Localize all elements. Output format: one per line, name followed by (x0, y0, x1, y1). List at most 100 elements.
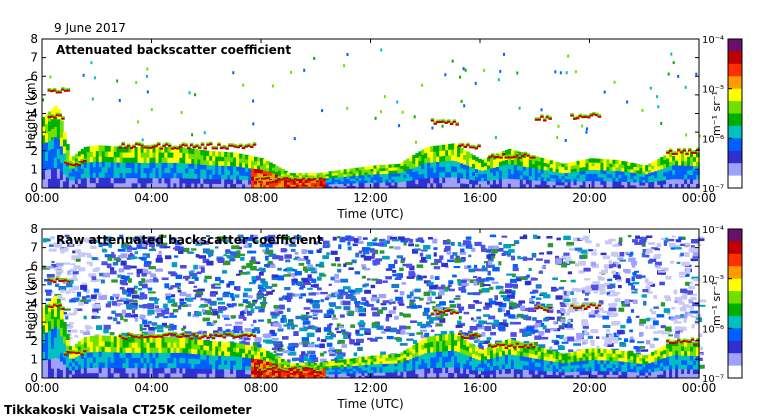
x-tick-label: 08:00 (244, 191, 279, 205)
aerosol-cell (504, 183, 509, 189)
colorbar-segment (728, 145, 742, 149)
aerosol-cell (460, 162, 464, 169)
sparse-echo (451, 59, 454, 63)
aerosol-cell (143, 182, 148, 189)
aerosol-cell (74, 183, 79, 189)
noise-cell (132, 304, 136, 308)
aerosol-cell (591, 180, 596, 185)
aerosol-cell (104, 182, 109, 189)
noise-cell (698, 238, 705, 241)
noise-cell (170, 237, 177, 241)
aerosol-cell (654, 163, 658, 168)
noise-cell (195, 311, 202, 316)
aerosol-cell (334, 183, 339, 187)
aerosol-cell (424, 147, 429, 154)
noise-cell (674, 318, 678, 324)
aerosol-cell (639, 170, 644, 174)
noise-cell (372, 242, 377, 246)
sparse-echo (494, 136, 497, 140)
noise-cell (544, 259, 550, 264)
cloud-core-cell (441, 120, 446, 123)
aerosol-cell (146, 162, 151, 168)
aerosol-cell (280, 169, 285, 172)
aerosol-cell (257, 184, 261, 189)
noise-cell (278, 311, 284, 314)
aerosol-cell (215, 165, 219, 171)
noise-cell (453, 266, 461, 269)
aerosol-cell (116, 151, 121, 158)
aerosol-cell (657, 169, 661, 174)
noise-cell (57, 294, 63, 300)
noise-cell (399, 267, 404, 271)
aerosol-cell (212, 178, 216, 184)
noise-cell (315, 327, 321, 333)
aerosol-cell (289, 186, 294, 189)
cloud-core-cell (302, 177, 306, 180)
cloud-core-cell (137, 143, 142, 146)
noise-cell (213, 286, 221, 289)
aerosol-cell (606, 166, 611, 171)
noise-cell (121, 332, 129, 337)
aerosol-cell (424, 177, 429, 184)
noise-cell (323, 327, 332, 332)
aerosol-cell (684, 160, 688, 166)
noise-cell (560, 308, 565, 312)
aerosol-cell (51, 338, 55, 349)
aerosol-cell (298, 180, 303, 183)
aerosol-cell (600, 180, 605, 185)
noise-cell (158, 250, 162, 254)
cloud-core-cell (47, 116, 51, 119)
noise-cell (356, 306, 363, 309)
aerosol-cell (463, 183, 467, 189)
noise-cell (151, 322, 158, 326)
aerosol-cell (522, 153, 527, 158)
noise-cell (141, 331, 148, 335)
aerosol-cell (418, 178, 423, 184)
aerosol-cell (555, 184, 560, 189)
aerosol-cell (331, 175, 336, 178)
noise-cell (510, 332, 517, 337)
aerosol-cell (394, 182, 399, 186)
noise-cell (685, 269, 691, 273)
aerosol-cell (176, 157, 181, 163)
noise-cell (450, 255, 454, 259)
aerosol-cell (621, 161, 626, 165)
aerosol-cell (522, 170, 527, 176)
noise-cell (286, 307, 291, 312)
aerosol-cell (212, 183, 216, 189)
noise-cell (587, 335, 593, 339)
noise-cell (323, 351, 327, 354)
noise-cell (439, 318, 446, 323)
noise-cell (642, 249, 648, 253)
colorbar-label: m⁻¹ sr⁻¹ (710, 91, 723, 136)
colorbar-segment (728, 111, 742, 115)
aerosol-cell (325, 183, 330, 187)
noise-cell (691, 276, 699, 280)
aerosol-cell (466, 169, 470, 175)
aerosol-cell (104, 151, 109, 157)
aerosol-cell (681, 156, 685, 162)
noise-cell (357, 346, 363, 351)
noise-cell (260, 278, 266, 284)
noise-cell (147, 313, 152, 316)
aerosol-cell (364, 179, 369, 184)
aerosol-cell (113, 151, 118, 158)
noise-cell (486, 337, 492, 341)
noise-cell (487, 257, 494, 262)
aerosol-cell (89, 156, 94, 163)
noise-cell (92, 311, 98, 314)
noise-cell (164, 283, 170, 289)
aerosol-cell (155, 147, 160, 153)
aerosol-cell (331, 183, 336, 187)
noise-cell (355, 240, 364, 245)
aerosol-cell (301, 173, 306, 176)
noise-cell (289, 244, 297, 247)
noise-cell (600, 252, 607, 256)
noise-cell (554, 341, 560, 344)
noise-cell (567, 309, 575, 313)
aerosol-cell (45, 341, 49, 351)
cloud-core-cell (228, 144, 232, 147)
aerosol-cell (451, 176, 455, 183)
aerosol-cell (92, 145, 97, 152)
aerosol-cell (74, 352, 79, 358)
